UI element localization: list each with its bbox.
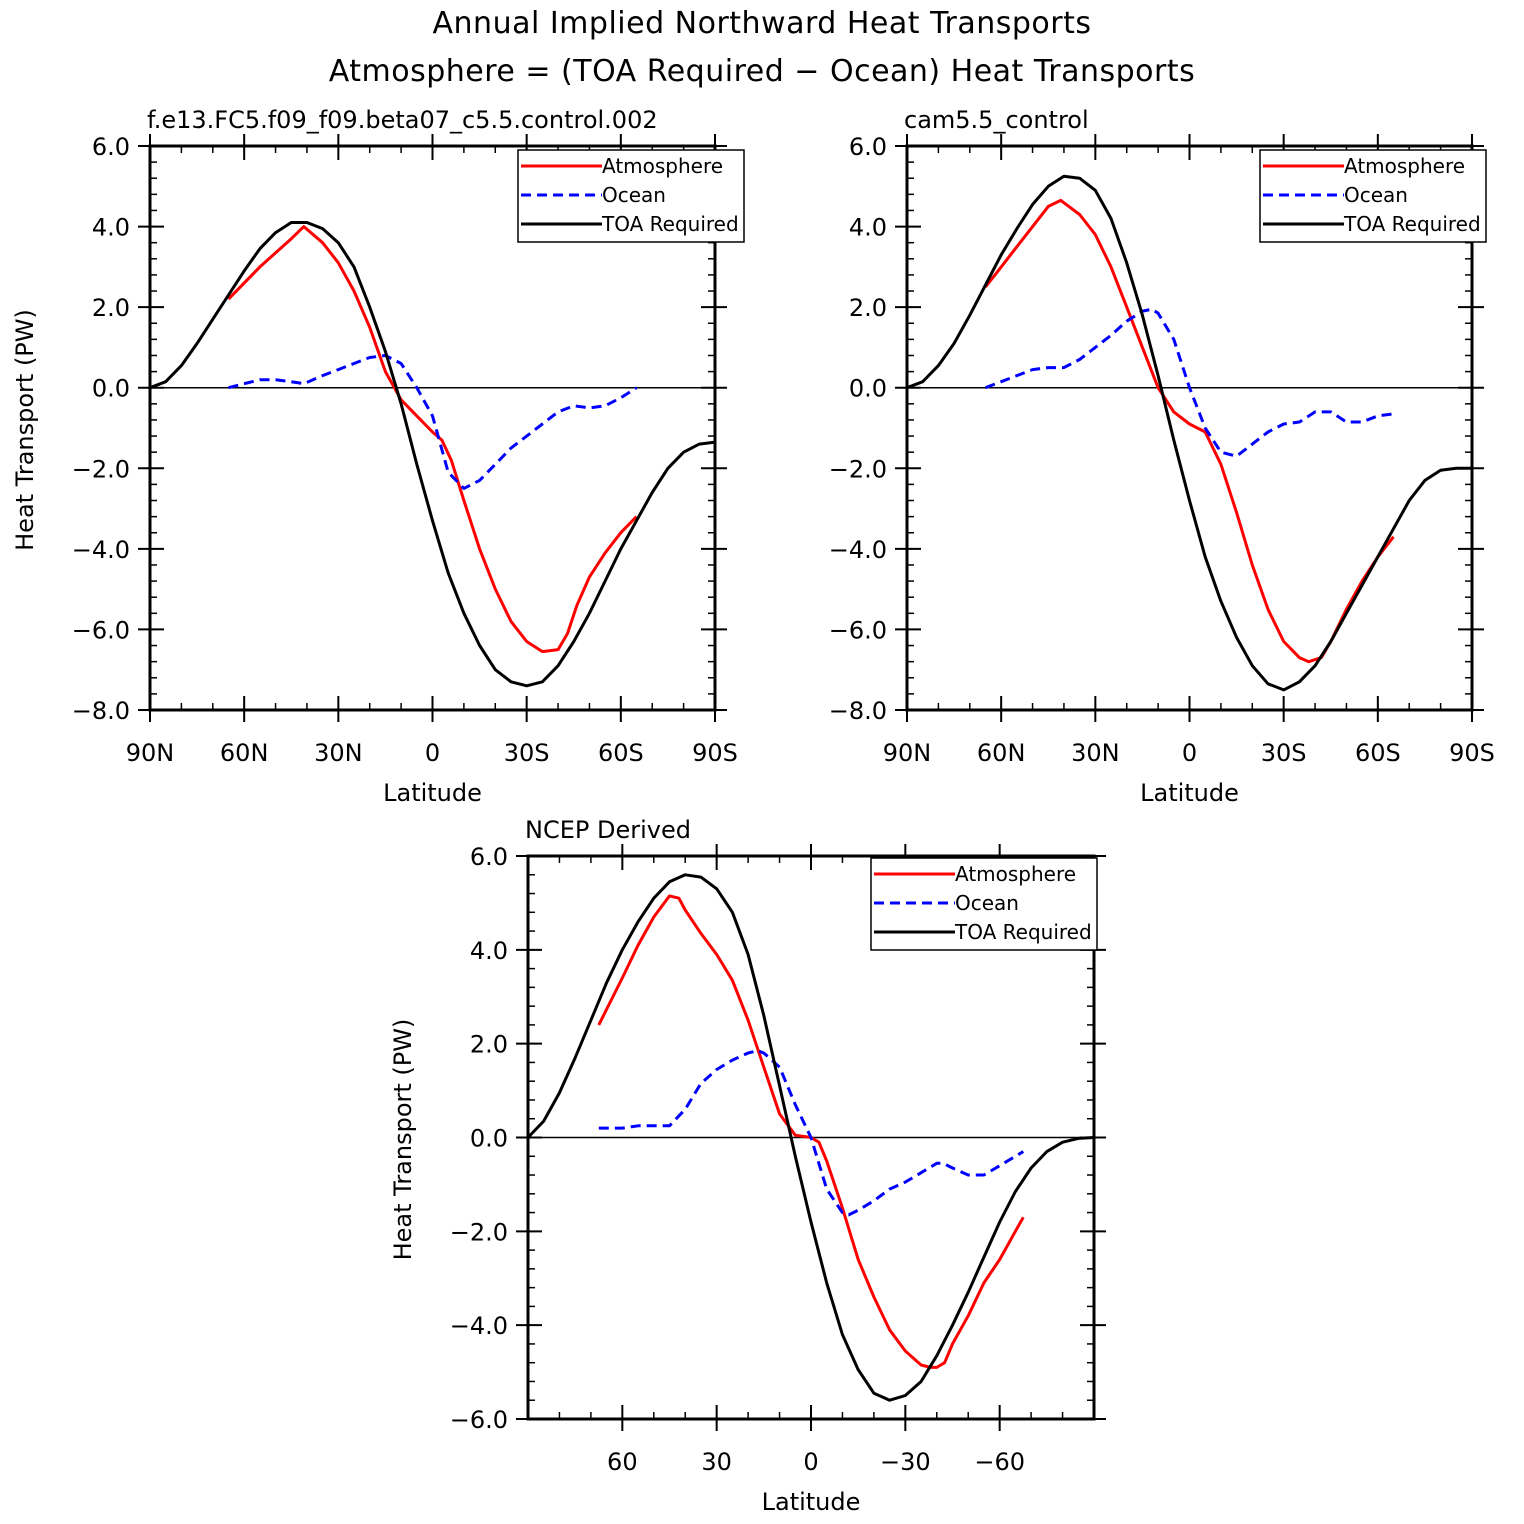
y-tick-label: −4.0 [450,1312,508,1340]
y-tick-label: 0.0 [470,1125,508,1153]
series-line-toa-required [149,221,716,688]
x-tick-label: 60N [977,739,1026,767]
y-tick-label: −2.0 [829,455,887,483]
y-tick-label: 0.0 [92,375,130,403]
y-tick-label: 2.0 [849,294,887,322]
y-tick-label: 4.0 [470,937,508,965]
series-line-ocean [598,1049,1025,1217]
legend-label: Atmosphere [1344,154,1465,178]
y-tick-label: 4.0 [92,214,130,242]
y-tick-label: −6.0 [72,616,130,644]
x-tick-label: 60S [598,739,644,767]
y-tick-label: −4.0 [72,536,130,564]
x-tick-label: 90N [126,739,175,767]
y-tick-label: −4.0 [829,536,887,564]
legend-label: Atmosphere [602,154,723,178]
chart-panel-1: f.e13.FC5.f09_f09.beta07_c5.5.control.00… [11,106,745,807]
y-tick-label: −8.0 [72,697,130,725]
x-tick-label: 30 [701,1448,732,1476]
chart-panel-2: cam5.5_control 6.0 4.0 2.0 0.0 −2.0 −4.0 −6.0 −8… [829,106,1495,807]
y-tick-label: 4.0 [849,214,887,242]
x-tick-label: 30S [504,739,550,767]
series-line-atmosphere [597,894,1025,1369]
legend-label: TOA Required [601,212,739,236]
x-tick-label: 0 [803,1448,818,1476]
y-tick-label: 2.0 [470,1031,508,1059]
series-line-ocean [984,307,1394,458]
x-axis-label: Latitude [762,1488,861,1516]
series-line-atmosphere [227,225,638,654]
y-tick-label: −2.0 [450,1218,508,1246]
figure-title: Annual Implied Northward Heat Transports [432,6,1092,41]
chart-panel-3: NCEP Derived 6.0 4.0 2.0 0.0 −2.0 −4.0 −6.0 60 30… [389,816,1106,1516]
series-line-toa-required [906,174,1472,692]
x-axis-label: Latitude [1140,779,1239,807]
x-tick-label: 60N [220,739,269,767]
x-tick-label: 60S [1355,739,1401,767]
x-tick-label: 30S [1261,739,1307,767]
x-tick-label: 0 [425,739,440,767]
y-axis-label: Heat Transport (PW) [11,309,39,551]
x-tick-label: 30N [314,739,363,767]
y-tick-label: 6.0 [849,133,887,161]
panel-title: cam5.5_control [904,106,1089,134]
panel-title: f.e13.FC5.f09_f09.beta07_c5.5.control.00… [147,106,658,134]
plot-frame [905,144,1474,712]
y-tick-label: 2.0 [92,294,130,322]
x-tick-label: −30 [880,1448,931,1476]
y-tick-label: −2.0 [72,455,130,483]
legend-label: TOA Required [954,920,1092,944]
x-tick-label: 90S [1449,739,1495,767]
y-tick-label: 0.0 [849,375,887,403]
legend-label: Atmosphere [955,862,1076,886]
x-tick-label: 0 [1182,739,1197,767]
series-line-ocean [228,354,638,490]
y-tick-label: 6.0 [470,843,508,871]
legend-label: Ocean [1344,183,1408,207]
plot-frame [526,854,1096,1421]
legend-label: TOA Required [1343,212,1481,236]
y-axis-label: Heat Transport (PW) [389,1019,417,1261]
panel-title: NCEP Derived [525,816,691,844]
series-line-toa-required [526,873,1095,1402]
y-tick-label: 6.0 [92,133,130,161]
x-tick-label: −60 [974,1448,1025,1476]
plot-frame [148,144,717,712]
x-tick-label: 60 [607,1448,638,1476]
y-tick-label: −8.0 [829,697,887,725]
series-line-atmosphere [984,198,1395,664]
x-tick-label: 90N [883,739,932,767]
x-axis-label: Latitude [383,779,482,807]
figure-subtitle: Atmosphere = (TOA Required − Ocean) Heat… [328,54,1196,89]
x-tick-label: 30N [1071,739,1120,767]
legend-label: Ocean [955,891,1019,915]
y-tick-label: −6.0 [829,616,887,644]
legend-label: Ocean [602,183,666,207]
x-tick-label: 90S [692,739,738,767]
y-tick-label: −6.0 [450,1406,508,1434]
